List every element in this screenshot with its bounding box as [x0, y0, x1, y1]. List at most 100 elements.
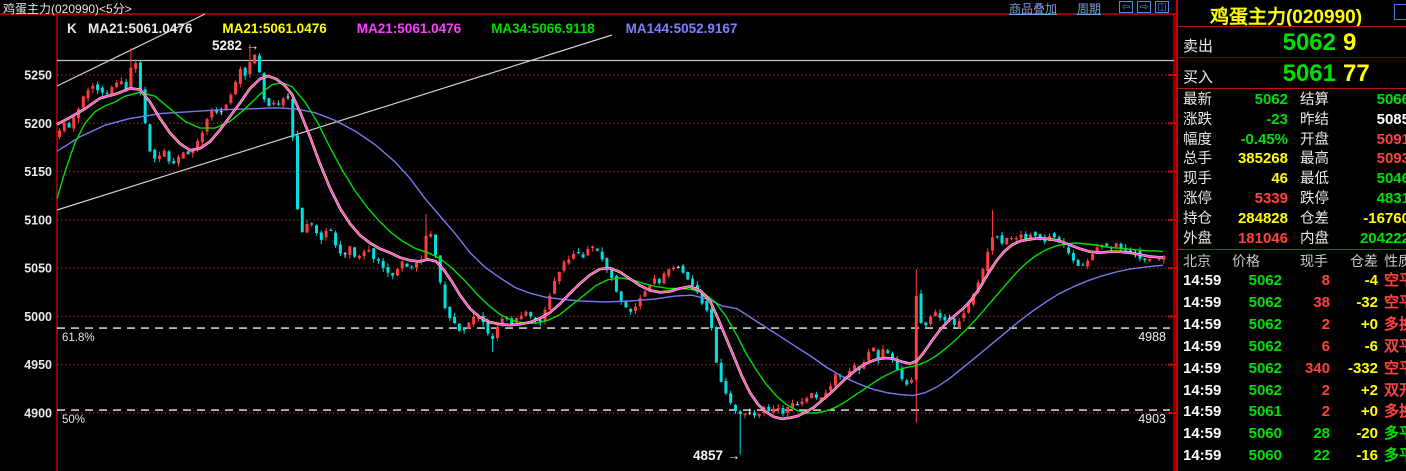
stat-value: 46: [1271, 170, 1288, 188]
tape-row: 14:59 5062 2 +2 双开: [1178, 380, 1406, 402]
trade-volume: 2: [1321, 381, 1330, 399]
stat-value: 5066: [1376, 91, 1406, 108]
panel-corner-icon[interactable]: [1394, 4, 1406, 20]
bid-qty: 77: [1343, 60, 1370, 87]
trade-volume: 38: [1313, 293, 1330, 311]
contract-title: 鸡蛋主力(020990)<5分>: [3, 2, 132, 16]
trade-price: 5062: [1248, 359, 1282, 377]
y-axis-label: 5000: [24, 310, 52, 324]
stat-label: 结算: [1300, 92, 1329, 108]
tape-row: 14:59 5062 2 +0 多换: [1178, 314, 1406, 336]
stat-label: 最高: [1300, 151, 1329, 168]
trade-nature: 双开: [1384, 381, 1406, 399]
stat-value: 4831: [1376, 190, 1406, 207]
stat-row: 持仓 284828 仓差 -16760: [1178, 209, 1406, 229]
fib-price-label: 4903: [1138, 412, 1166, 426]
trade-volume: 28: [1313, 425, 1330, 443]
bid-price: 5061: [1282, 60, 1336, 87]
y-axis-label: 4900: [24, 406, 52, 420]
tape-row: 14:59 5062 8 -4 空平: [1178, 270, 1406, 292]
fib-pct-label: 61.8%: [62, 332, 95, 344]
trade-time: 14:59: [1183, 293, 1222, 311]
divider: [1178, 57, 1406, 58]
stat-row: 外盘 181046 内盘 204222: [1178, 229, 1406, 249]
stat-label: 昨结: [1300, 111, 1329, 128]
trade-volume: 2: [1321, 315, 1330, 333]
trade-nature: 多换: [1384, 315, 1406, 333]
stat-label: 涨跌: [1183, 111, 1212, 128]
trade-volume: 8: [1321, 272, 1330, 289]
trade-price: 5060: [1248, 447, 1282, 465]
trade-time: 14:59: [1183, 359, 1222, 377]
stat-value: 5046: [1376, 170, 1406, 188]
bid-row: 买入 5061 77: [1178, 60, 1406, 88]
trade-nature: 双平: [1384, 337, 1406, 355]
stat-value: 5339: [1254, 190, 1288, 207]
stat-label: 幅度: [1183, 131, 1212, 148]
ask-row: 卖出 5062 9: [1178, 29, 1406, 57]
trade-oi-change: -20: [1356, 425, 1378, 443]
y-axis-label: 4950: [24, 358, 52, 372]
trade-oi-change: +0: [1360, 403, 1378, 421]
tape-col-header: 北京: [1183, 253, 1211, 269]
trade-volume: 340: [1304, 359, 1330, 377]
trade-volume: 2: [1321, 403, 1330, 421]
trade-price: 5060: [1248, 425, 1282, 443]
trade-time: 14:59: [1183, 447, 1222, 465]
trade-time: 14:59: [1183, 381, 1222, 399]
ask-label: 卖出: [1183, 38, 1214, 55]
trade-time: 14:59: [1183, 425, 1222, 443]
trade-time: 14:59: [1183, 315, 1222, 333]
price-chart[interactable]: 5250 5200 5150 5100 5050 5000 4950 4900 61.8% 498…: [0, 0, 1177, 471]
stat-label: 跌停: [1300, 191, 1329, 207]
stat-value: -23: [1266, 110, 1288, 128]
overlay-link[interactable]: 商品叠加: [1009, 2, 1058, 16]
trade-volume: 22: [1313, 447, 1330, 465]
stat-value: 5091: [1376, 130, 1406, 148]
stat-row: 幅度 -0.45% 开盘 5091: [1178, 130, 1406, 150]
stat-row: 最新 5062 结算 5066: [1178, 90, 1406, 110]
y-axis-label: 5050: [24, 262, 52, 276]
divider: [1178, 249, 1406, 250]
divider: [1178, 26, 1406, 27]
y-axis-label: 5250: [24, 69, 52, 83]
stat-value: 5093: [1376, 150, 1406, 168]
trade-time: 14:59: [1183, 272, 1222, 289]
stat-value: -0.45%: [1240, 130, 1288, 148]
trade-price: 5062: [1248, 315, 1282, 333]
trade-nature: 多换: [1384, 403, 1406, 421]
prev-chart-icon[interactable]: ⇦: [1119, 1, 1133, 13]
split-pane-icon[interactable]: ◫: [1155, 1, 1169, 13]
fib-price-label: 4988: [1138, 330, 1166, 344]
ask-qty: 9: [1343, 29, 1357, 56]
trade-volume: 6: [1321, 337, 1330, 355]
ma-legend-item: K: [67, 21, 77, 36]
ma-legend-item: MA21:5061.0476: [222, 21, 327, 36]
ma-legend-item: MA144:5052.9167: [626, 21, 738, 36]
ma-legend-item: MA21:5061.0476: [88, 21, 193, 36]
trade-oi-change: -4: [1364, 272, 1378, 289]
trade-price: 5061: [1248, 403, 1282, 421]
next-chart-icon[interactable]: ⇨: [1137, 1, 1151, 13]
stat-label: 最低: [1300, 171, 1329, 188]
tape-row: 14:59 5062 6 -6 双平: [1178, 336, 1406, 358]
ma-legend-item: MA34:5066.9118: [491, 21, 595, 36]
ask-price: 5062: [1282, 29, 1336, 56]
trade-price: 5062: [1248, 337, 1282, 355]
period-link[interactable]: 周期: [1077, 2, 1102, 16]
tape-col-header: 价格: [1232, 253, 1260, 269]
tape-col-header: 性质: [1384, 253, 1406, 269]
stat-value: 204222: [1359, 229, 1406, 247]
trade-nature: 空平: [1384, 293, 1406, 311]
trade-oi-change: -332: [1347, 359, 1378, 377]
trade-oi-change: -32: [1356, 293, 1378, 311]
trade-oi-change: -6: [1364, 337, 1378, 355]
trade-oi-change: -16: [1356, 447, 1378, 465]
stat-value: 284828: [1237, 209, 1288, 227]
stat-value: -16760: [1363, 209, 1406, 227]
trade-nature: 多平: [1384, 447, 1406, 465]
stat-value: 5062: [1254, 91, 1288, 108]
y-axis-label: 5150: [24, 165, 52, 179]
stat-row: 总手 385268 最高 5093: [1178, 149, 1406, 169]
stat-row: 涨跌 -23 昨结 5085: [1178, 110, 1406, 130]
